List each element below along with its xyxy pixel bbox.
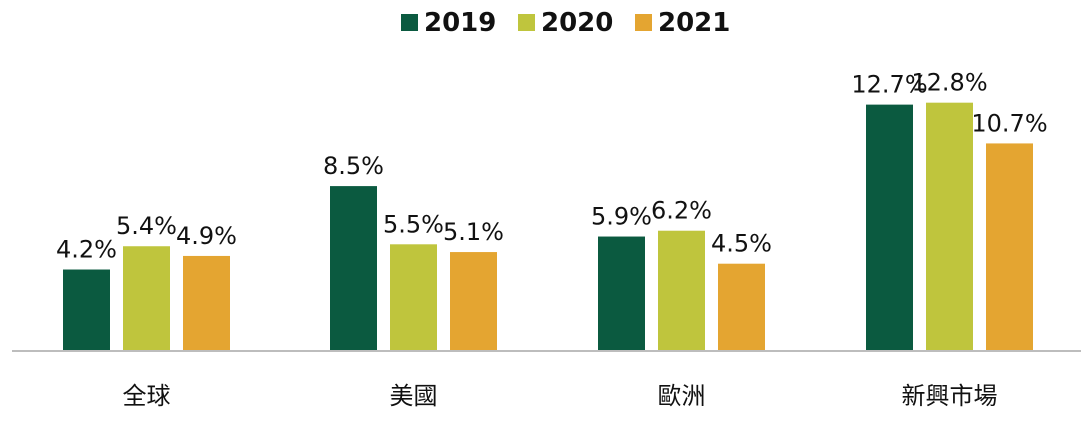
bar-2019-1 [330, 186, 377, 351]
category-label-1: 美國 [390, 382, 438, 410]
bar-2021-3 [986, 143, 1033, 351]
bar-2021-0 [183, 255, 230, 351]
bar-2021-2 [718, 263, 765, 351]
category-label-3: 新興市場 [902, 382, 998, 410]
value-label-2019-3: 12.7% [851, 71, 927, 99]
bar-2020-0 [123, 246, 170, 351]
legend-swatch-2020 [518, 14, 535, 31]
bar-2019-0 [63, 269, 110, 351]
legend-label-2019: 2019 [424, 8, 496, 38]
value-label-2019-0: 4.2% [56, 236, 117, 264]
legend-label-2020: 2020 [541, 8, 613, 38]
category-label-0: 全球 [123, 382, 171, 410]
bar-2020-1 [390, 244, 437, 351]
value-label-2020-3: 12.8% [911, 69, 987, 97]
bars [63, 102, 1033, 352]
bar-2020-2 [658, 230, 705, 351]
legend: 2019 2020 2021 [401, 8, 730, 38]
value-label-2021-2: 4.5% [711, 230, 772, 258]
category-label-2: 歐洲 [658, 382, 706, 410]
value-label-2020-2: 6.2% [651, 197, 712, 225]
value-label-2021-3: 10.7% [971, 109, 1047, 137]
value-label-2020-1: 5.5% [383, 210, 444, 238]
bar-2019-3 [866, 104, 913, 352]
bar-2020-3 [926, 102, 973, 352]
legend-label-2021: 2021 [658, 8, 730, 38]
category-labels: 全球 美國 歐洲 新興市場 [123, 382, 998, 410]
value-label-2020-0: 5.4% [116, 212, 177, 240]
value-labels: 4.2%5.4% 4.9% 8.5% 5.5% 5.1% 5.9% 6.2% 4.5% 12.7… [56, 69, 1048, 264]
bar-2021-1 [450, 252, 497, 351]
value-label-2021-1: 5.1% [443, 218, 504, 246]
legend-swatch-2021 [635, 14, 652, 31]
bar-2019-2 [598, 236, 645, 351]
value-label-2019-1: 8.5% [323, 152, 384, 180]
value-label-2019-2: 5.9% [591, 203, 652, 231]
legend-swatch-2019 [401, 14, 418, 31]
value-label-2021-0: 4.9% [176, 222, 237, 250]
